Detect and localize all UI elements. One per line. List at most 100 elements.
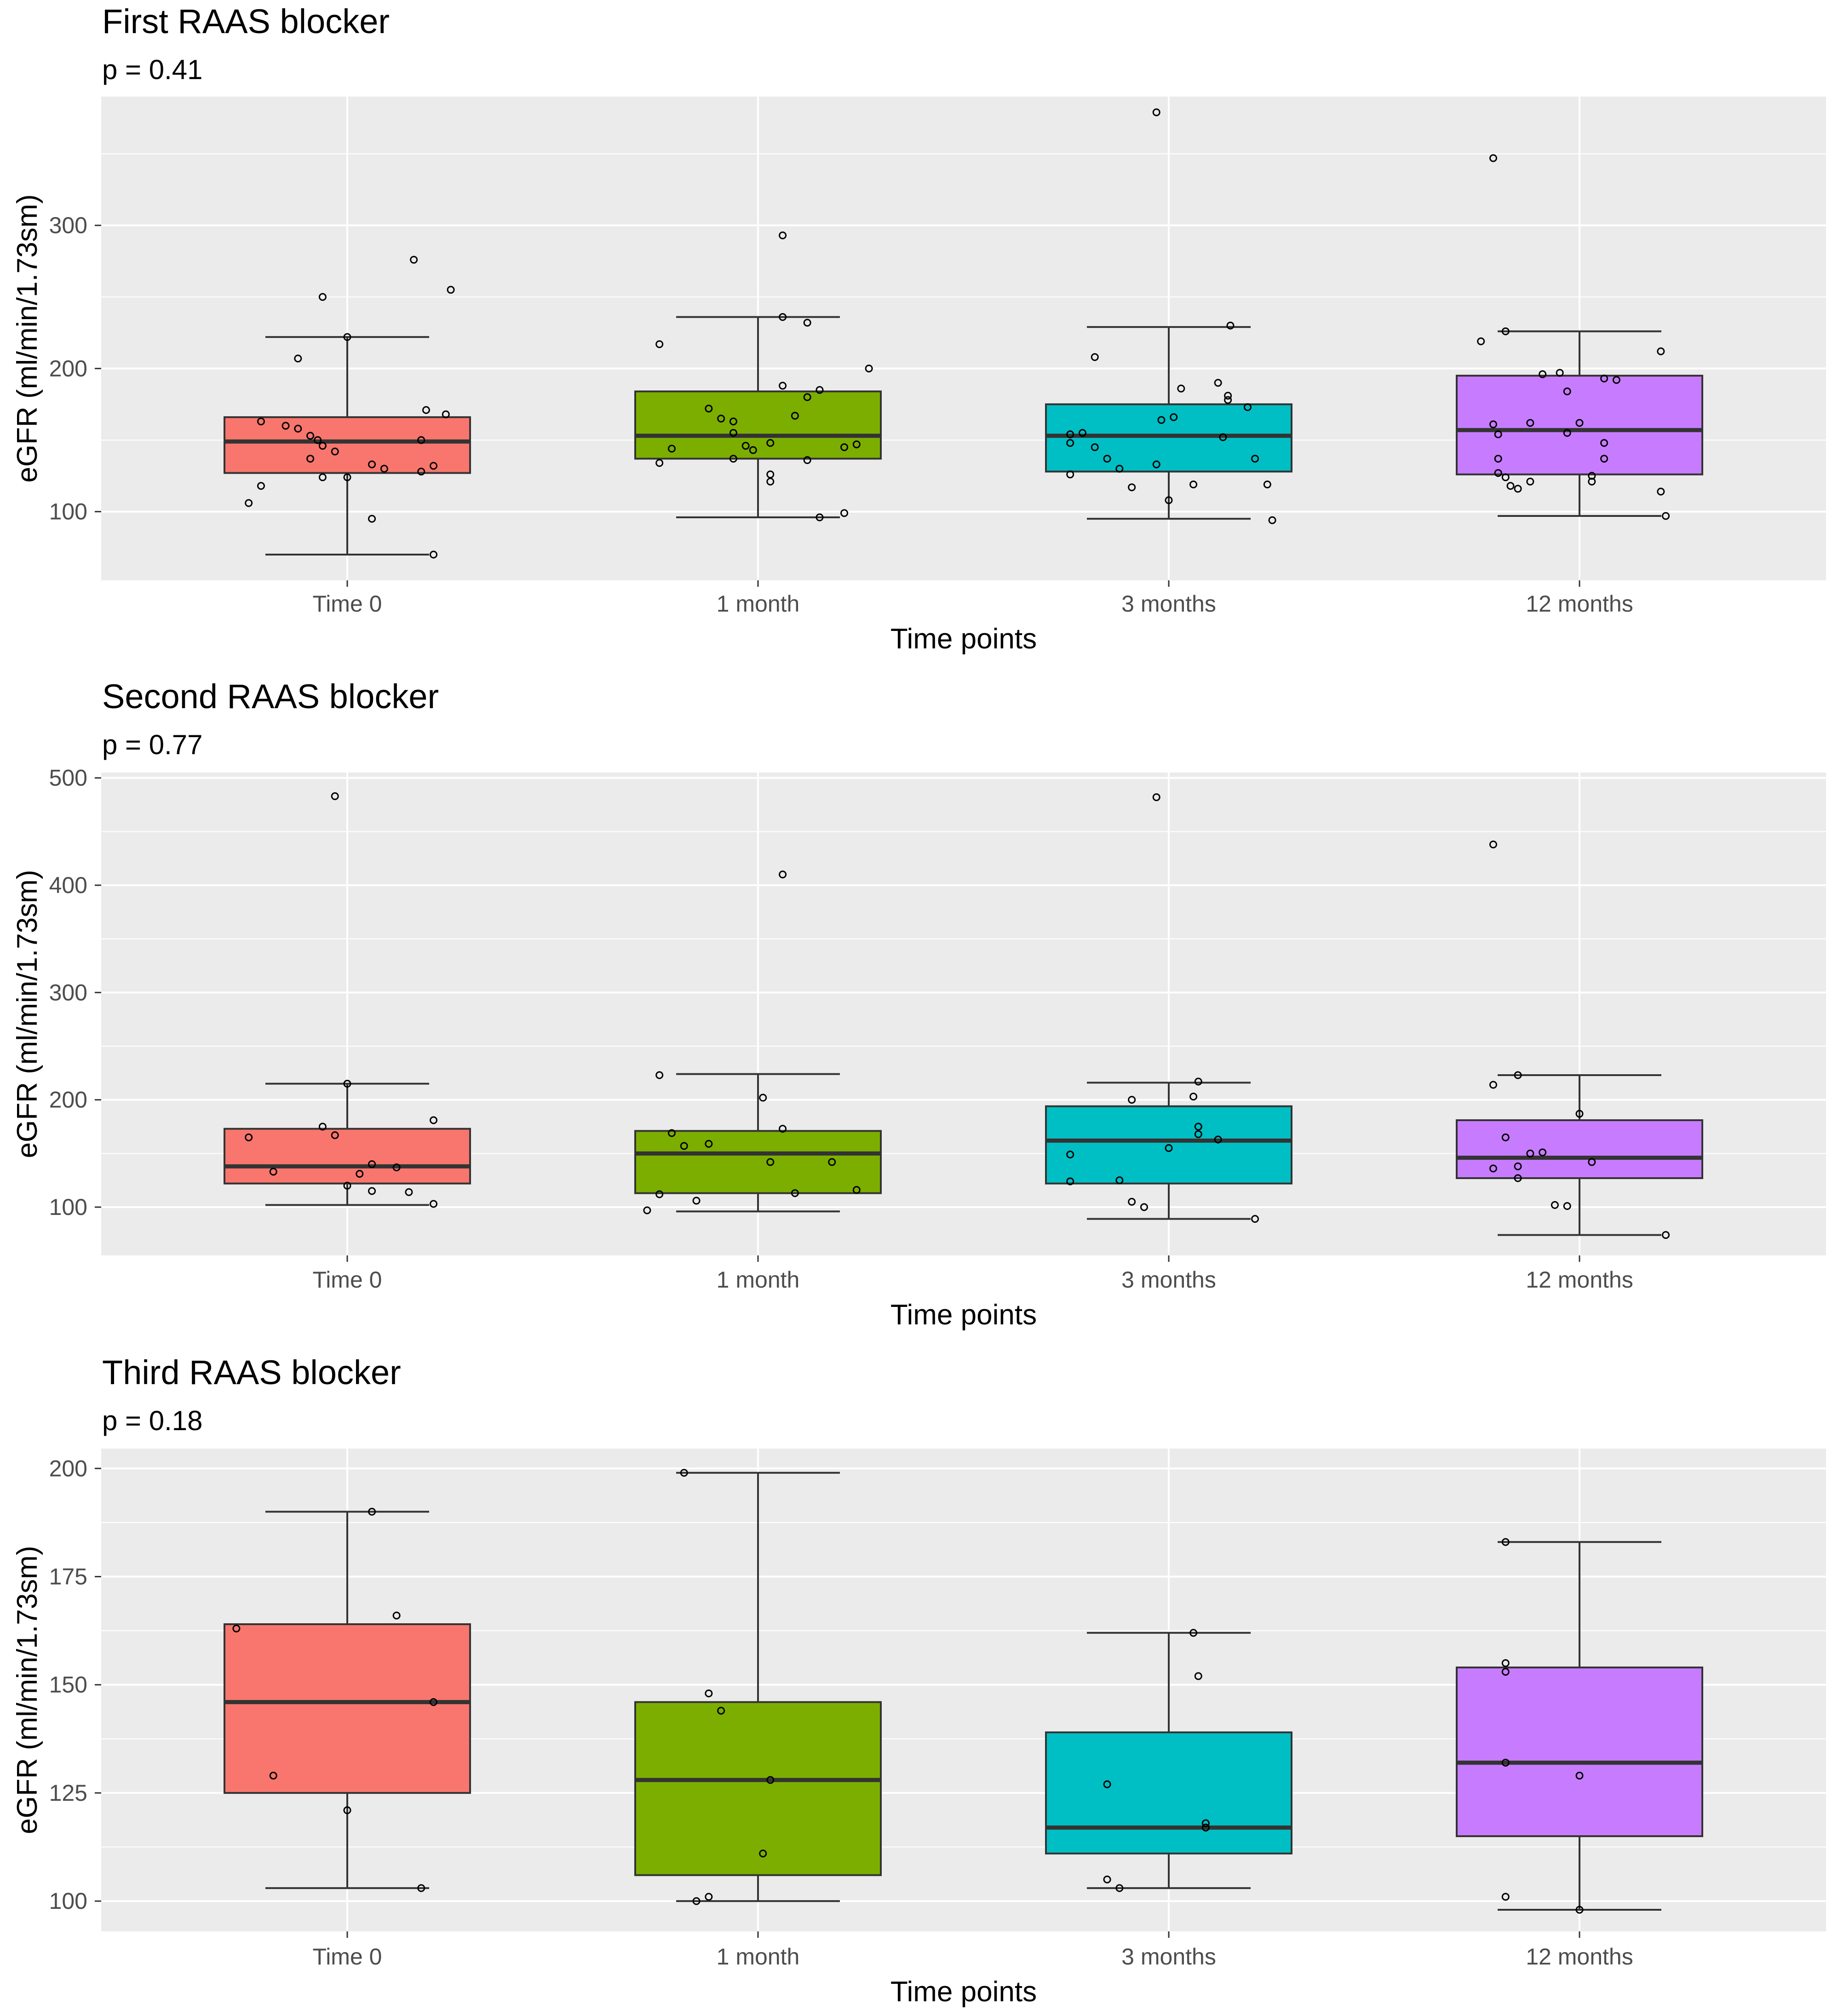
- boxplot-2: [634, 316, 882, 519]
- data-point: [257, 482, 265, 490]
- boxplot-1: [224, 336, 471, 556]
- data-point: [1575, 419, 1584, 427]
- data-point: [417, 436, 425, 444]
- data-point: [1140, 1203, 1148, 1211]
- x-tick-label: 1 month: [717, 1267, 800, 1293]
- data-point: [232, 1624, 241, 1632]
- data-point: [294, 424, 302, 433]
- data-point: [779, 871, 787, 879]
- data-point: [1501, 1667, 1510, 1676]
- data-point: [1662, 1231, 1670, 1239]
- y-tick-label: 150: [49, 1672, 87, 1698]
- data-point: [380, 464, 388, 473]
- data-point: [692, 1897, 701, 1905]
- data-point: [803, 456, 811, 464]
- data-point: [1226, 321, 1235, 330]
- data-point: [729, 418, 737, 426]
- data-point: [269, 1168, 277, 1176]
- x-tick-label: Time 0: [313, 1267, 382, 1293]
- data-point: [1575, 1110, 1584, 1118]
- data-point: [343, 1080, 351, 1088]
- data-point: [1563, 429, 1571, 437]
- data-point: [430, 1116, 438, 1124]
- data-point: [442, 410, 450, 418]
- data-point: [655, 1190, 664, 1198]
- x-axis-title: Time points: [890, 623, 1037, 655]
- y-tick-label: 300: [49, 979, 87, 1005]
- data-point: [392, 1163, 401, 1172]
- data-point: [1506, 482, 1515, 490]
- data-point: [318, 441, 327, 450]
- y-tick-label: 200: [49, 1087, 87, 1113]
- data-point: [1177, 384, 1185, 393]
- data-point: [779, 382, 787, 390]
- data-point: [1514, 1174, 1522, 1182]
- data-point: [791, 412, 799, 420]
- y-tick-label: 125: [49, 1780, 87, 1806]
- data-point: [1219, 433, 1227, 441]
- iqr-box: [1456, 1667, 1703, 1838]
- y-tick-label: 200: [49, 355, 87, 381]
- data-point: [1194, 1130, 1202, 1138]
- data-point: [705, 1690, 713, 1698]
- data-point: [705, 405, 713, 413]
- data-point: [791, 1189, 799, 1197]
- data-point: [667, 445, 676, 453]
- data-point: [1657, 487, 1665, 496]
- data-point: [852, 440, 861, 448]
- x-tick-label: 1 month: [717, 1944, 800, 1970]
- iqr-box: [1045, 1731, 1292, 1855]
- panel-second-raas-blocker: Second RAAS blocker p = 0.77 100 200 300 400 5…: [11, 677, 1826, 1331]
- data-point: [759, 1094, 767, 1102]
- data-point: [1501, 1133, 1510, 1141]
- data-point: [779, 1125, 787, 1133]
- data-point: [422, 406, 430, 414]
- data-point: [331, 1131, 339, 1140]
- data-point: [269, 1771, 277, 1780]
- boxplot-1: [224, 1082, 471, 1206]
- data-point: [717, 1707, 725, 1715]
- data-point: [430, 1698, 438, 1706]
- x-tick-label: 3 months: [1121, 1944, 1216, 1970]
- x-tick-label: Time 0: [313, 591, 382, 617]
- boxplot-1: [224, 1511, 471, 1889]
- x-axis-title: Time points: [890, 1976, 1037, 2008]
- data-point: [368, 1507, 376, 1516]
- data-point: [331, 792, 339, 800]
- data-point: [759, 1850, 767, 1858]
- data-point: [766, 470, 775, 479]
- x-tick-label: 3 months: [1121, 1267, 1216, 1293]
- data-point: [766, 1158, 775, 1166]
- y-tick-label: 200: [49, 1455, 87, 1481]
- data-point: [1189, 1629, 1198, 1637]
- y-tick-label: 100: [49, 1888, 87, 1914]
- data-point: [410, 256, 418, 264]
- data-point: [1201, 1819, 1210, 1827]
- data-point: [655, 340, 664, 348]
- data-point: [1243, 403, 1252, 411]
- data-point: [1194, 1672, 1202, 1680]
- data-point: [1514, 1071, 1522, 1079]
- data-point: [447, 286, 455, 294]
- plot-panel-background: [101, 97, 1826, 580]
- x-tick-label: 12 months: [1526, 1944, 1633, 1970]
- data-point: [1501, 1659, 1510, 1667]
- data-point: [741, 441, 750, 450]
- data-point: [1662, 512, 1670, 520]
- boxplot-3: [1045, 326, 1292, 520]
- data-point: [692, 1197, 701, 1205]
- data-point: [1489, 1081, 1497, 1089]
- data-point: [417, 467, 425, 475]
- data-point: [1489, 420, 1497, 429]
- data-point: [1489, 1164, 1497, 1173]
- data-point: [1501, 1538, 1510, 1546]
- data-point: [1251, 454, 1259, 463]
- iqr-box: [1456, 1119, 1703, 1179]
- data-point: [306, 454, 315, 463]
- data-point: [343, 1806, 351, 1815]
- data-point: [1103, 1875, 1111, 1884]
- data-point: [392, 1611, 401, 1620]
- data-point: [318, 1123, 327, 1131]
- data-point: [1194, 1123, 1202, 1131]
- x-tick-label: Time 0: [313, 1944, 382, 1970]
